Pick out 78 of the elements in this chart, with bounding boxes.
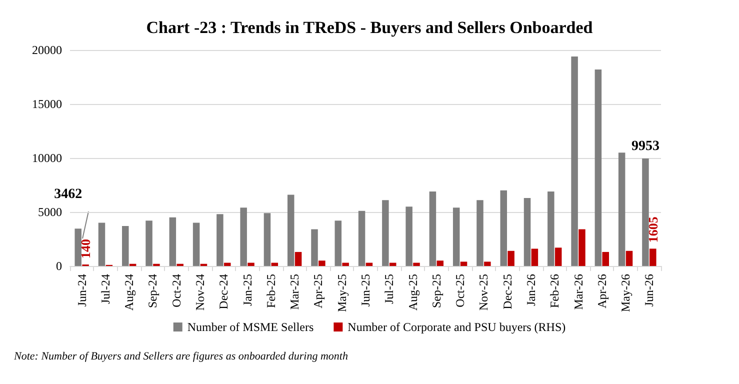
- bar: [342, 262, 349, 266]
- x-tick-label: Oct-25: [453, 274, 468, 308]
- data-label: 9953: [631, 139, 660, 154]
- bar: [98, 222, 106, 266]
- legend-label: Number of Corporate and PSU buyers (RHS): [348, 320, 566, 334]
- x-tick-label: Apr-26: [594, 274, 609, 308]
- x-tick-label: Sep-24: [146, 274, 160, 308]
- x-tick-label: Jun-24: [74, 274, 89, 307]
- bar: [382, 200, 389, 266]
- bar: [413, 262, 420, 266]
- bar: [484, 262, 491, 266]
- x-tick-label: Mar-26: [571, 274, 586, 310]
- bar: [406, 206, 412, 266]
- x-tick-label: Jul-24: [98, 274, 112, 304]
- bar: [452, 208, 460, 266]
- x-tick-label: May-26: [618, 274, 633, 312]
- y-tick-label: 10000: [32, 151, 62, 165]
- y-tick-label: 5000: [38, 205, 62, 219]
- bar: [578, 229, 586, 266]
- legend-label: Number of MSME Sellers: [187, 320, 314, 334]
- x-tick-label: May-25: [334, 274, 349, 312]
- chart-title: Chart -23 : Trends in TReDS - Buyers and Sellers Onboarded: [146, 18, 594, 37]
- bar: [240, 208, 247, 266]
- x-tick-label: Nov-24: [193, 274, 208, 311]
- x-tick-label: Nov-25: [476, 274, 491, 311]
- bar: [318, 260, 326, 266]
- bar: [594, 69, 602, 266]
- bar: [460, 262, 468, 266]
- x-tick-label: Aug-24: [122, 274, 136, 311]
- bar: [618, 152, 626, 266]
- bar: [248, 262, 254, 266]
- bar: [531, 248, 538, 266]
- bar: [334, 220, 342, 266]
- x-tick-label: Aug-25: [406, 274, 420, 311]
- data-label: 1605: [645, 216, 660, 243]
- bar: [476, 200, 484, 266]
- bar: [192, 222, 200, 266]
- y-tick-label: 20000: [32, 43, 62, 57]
- data-label: 140: [78, 238, 94, 258]
- bar: [571, 56, 578, 266]
- bar: [508, 250, 514, 266]
- bar: [554, 248, 562, 266]
- bar: [602, 252, 609, 266]
- bar: [429, 191, 436, 266]
- bar: [122, 226, 129, 266]
- bar: [146, 220, 152, 266]
- bar: [524, 198, 531, 266]
- x-tick-label: Jul-25: [382, 274, 396, 304]
- x-tick-label: Dec-25: [500, 274, 514, 310]
- x-tick-label: Oct-24: [169, 274, 184, 308]
- x-tick-label: Apr-25: [311, 274, 326, 308]
- bar: [287, 194, 294, 266]
- bar: [626, 250, 633, 266]
- y-tick-label: 0: [56, 259, 62, 273]
- x-tick-label: Sep-25: [429, 274, 444, 308]
- text: Note: Number of Buyers and Sellers are figures as onboarded during month: [13, 350, 348, 362]
- x-tick-label: Jun-26: [642, 274, 656, 307]
- bar: [294, 252, 302, 266]
- x-tick-label: Feb-25: [264, 274, 278, 308]
- bar: [436, 260, 444, 266]
- bar: [224, 262, 231, 266]
- bar: [264, 213, 271, 266]
- bar: [650, 248, 656, 266]
- data-label: 3462: [54, 187, 82, 202]
- bar: [548, 191, 554, 266]
- x-tick-label: Jan-25: [240, 274, 254, 306]
- x-tick-label: Mar-25: [288, 274, 302, 310]
- bar: [311, 229, 318, 266]
- x-tick-label: Jan-26: [524, 274, 538, 306]
- bar: [642, 158, 649, 266]
- bar: [358, 210, 366, 266]
- x-tick-label: Jun-25: [358, 274, 372, 307]
- x-tick-label: Dec-24: [216, 274, 231, 310]
- bar: [500, 190, 507, 266]
- bar: [169, 217, 176, 266]
- bar: [216, 214, 224, 266]
- x-tick-label: Feb-26: [548, 274, 562, 308]
- y-tick-label: 15000: [32, 97, 62, 111]
